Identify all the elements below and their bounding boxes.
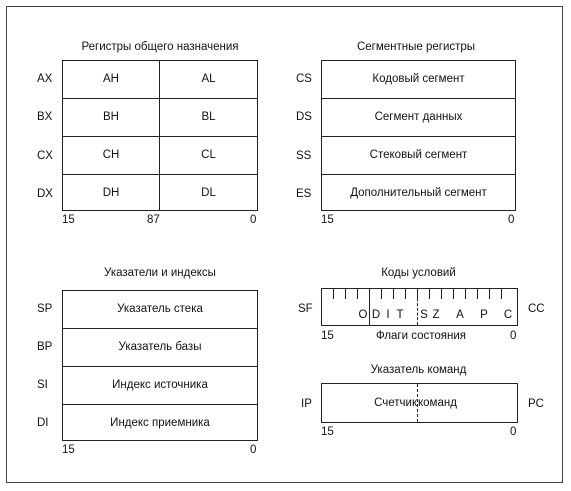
gp-scale-87: 87	[147, 214, 160, 226]
seg-name-ds: DS	[296, 111, 312, 123]
seg-name-ss: SS	[296, 150, 312, 162]
ip-label-commands: команд	[418, 397, 457, 409]
gp-cell-al: AL	[201, 73, 216, 85]
flag-s: S	[420, 309, 428, 321]
ptr-cell-source: Индекс источника	[112, 379, 208, 391]
seg-scale-0: 0	[508, 214, 515, 226]
gp-name-ax: AX	[37, 73, 53, 85]
seg-register-table: Кодовый сегмент Сегмент данных Стековый …	[321, 60, 516, 211]
seg-name-es: ES	[296, 188, 312, 200]
flags-label-cc: CC	[528, 303, 545, 315]
ip-label-counter: Счетчик	[374, 397, 417, 409]
gp-cell-dl: DL	[201, 187, 216, 199]
ptr-name-si: SI	[37, 379, 48, 391]
gp-scale-0: 0	[250, 214, 257, 226]
flag-c: C	[503, 309, 513, 321]
gp-cell-ch: CH	[102, 149, 120, 161]
flag-i: I	[386, 309, 390, 321]
ptr-name-bp: BP	[37, 341, 53, 353]
seg-cell-stack: Стековый сегмент	[369, 149, 468, 161]
ptr-name-sp: SP	[37, 303, 53, 315]
seg-name-cs: CS	[296, 73, 312, 85]
flag-o: O	[358, 309, 368, 321]
gp-cell-bh: BH	[103, 111, 119, 123]
ptr-register-table: Указатель стека Указатель базы Индекс ис…	[62, 290, 258, 441]
seg-cell-code: Кодовый сегмент	[372, 73, 465, 85]
ptr-cell-base: Указатель базы	[118, 341, 202, 353]
flags-register: O D I T S Z A P C	[321, 288, 518, 326]
seg-scale-15: 15	[321, 214, 334, 226]
ptr-title: Указатели и индексы	[104, 267, 216, 279]
ip-label-pc: PC	[528, 398, 544, 410]
flags-title: Коды условий	[381, 267, 456, 279]
ip-label-ip: IP	[301, 398, 312, 410]
flags-scale-0: 0	[510, 330, 517, 342]
ip-title: Указатель команд	[370, 364, 467, 376]
figure-frame	[6, 6, 563, 483]
gp-name-cx: CX	[37, 150, 53, 162]
seg-cell-data: Сегмент данных	[374, 111, 463, 123]
ip-register: Счетчик команд	[321, 383, 518, 423]
gp-cell-cl: CL	[201, 149, 216, 161]
ip-scale-15: 15	[321, 426, 334, 438]
gp-register-table: AH AL BH BL CH CL DH DL	[62, 60, 258, 211]
ptr-scale-0: 0	[250, 444, 257, 456]
flag-d: D	[371, 309, 381, 321]
ptr-name-di: DI	[37, 417, 49, 429]
gp-scale-15: 15	[62, 214, 75, 226]
ip-scale-0: 0	[510, 426, 517, 438]
gp-cell-dh: DH	[102, 187, 120, 199]
flag-p: P	[480, 309, 488, 321]
seg-title: Сегментные регистры	[356, 41, 476, 53]
gp-name-bx: BX	[37, 111, 53, 123]
flags-label-sf: SF	[298, 303, 313, 315]
ptr-scale-15: 15	[62, 444, 75, 456]
gp-title: Регистры общего назначения	[81, 41, 239, 53]
flags-caption: Флаги состояния	[375, 330, 467, 342]
seg-cell-extra: Дополнительный сегмент	[350, 187, 487, 199]
gp-name-dx: DX	[37, 188, 53, 200]
flags-scale-15: 15	[321, 330, 334, 342]
flag-z: Z	[432, 309, 440, 321]
gp-cell-ah: AH	[103, 73, 119, 85]
gp-cell-bl: BL	[201, 111, 216, 123]
flag-a: A	[456, 309, 464, 321]
ptr-cell-stack: Указатель стека	[117, 303, 203, 315]
ptr-cell-dest: Индекс приемника	[110, 417, 210, 429]
flag-t: T	[396, 309, 404, 321]
